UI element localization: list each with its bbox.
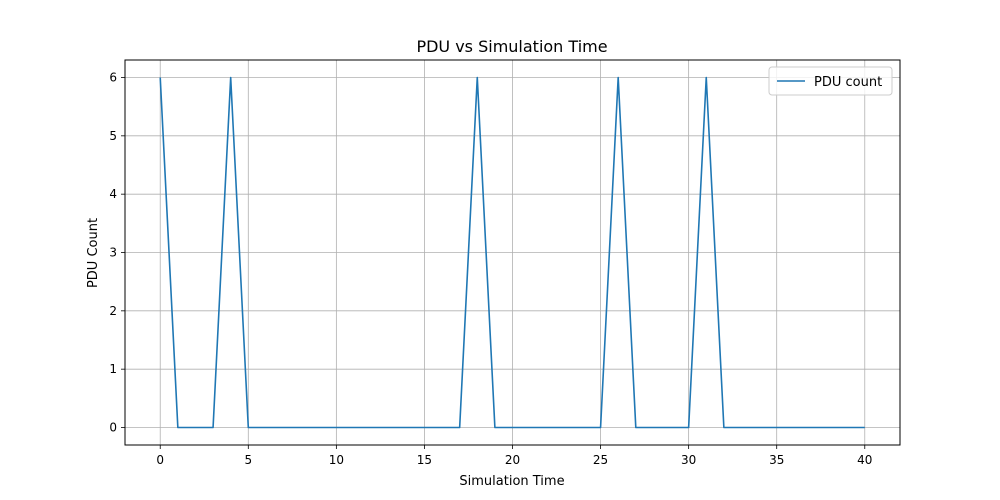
y-tick-label: 0 [109, 421, 117, 435]
chart-title: PDU vs Simulation Time [416, 37, 607, 56]
x-tick-label: 0 [156, 453, 164, 467]
y-tick-label: 2 [109, 304, 117, 318]
x-tick-label: 20 [505, 453, 520, 467]
grid [125, 60, 900, 445]
x-tick-label: 10 [329, 453, 344, 467]
y-tick-label: 5 [109, 129, 117, 143]
y-axis-label: PDU Count [86, 218, 101, 288]
legend-box [768, 66, 893, 96]
ticks: 0 5 10 15 20 25 30 35 40 0 1 2 3 4 5 6 [109, 71, 872, 468]
series-layer [159, 76, 865, 429]
x-tick-label: 35 [769, 453, 784, 467]
y-tick-label: 4 [109, 187, 117, 201]
y-tick-label: 6 [109, 71, 117, 85]
x-tick-label: 30 [681, 453, 696, 467]
y-tick-label: 3 [109, 246, 117, 260]
x-tick-label: 5 [244, 453, 252, 467]
legend: PDU count [768, 66, 893, 96]
x-tick-label: 25 [593, 453, 608, 467]
y-tick-label: 1 [109, 362, 117, 376]
x-tick-label: 40 [857, 453, 872, 467]
x-axis-label: Simulation Time [459, 474, 564, 489]
x-tick-label: 15 [417, 453, 432, 467]
legend-label: PDU count [814, 75, 882, 90]
